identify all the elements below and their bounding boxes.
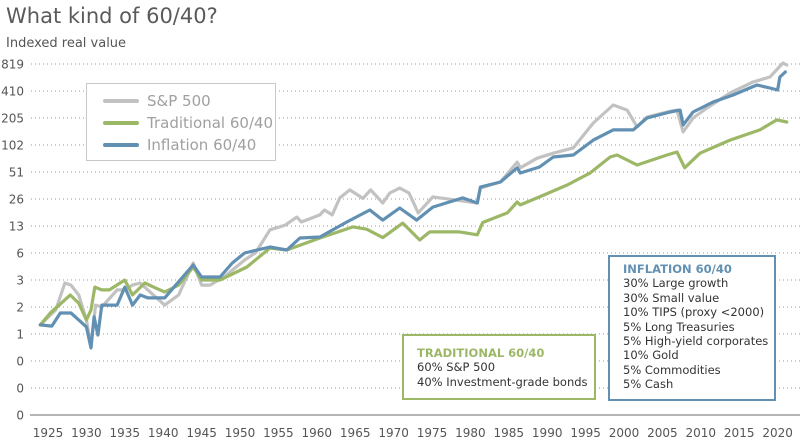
y-tick-label: 0 bbox=[16, 409, 24, 423]
legend-label: Inflation 60/40 bbox=[147, 136, 257, 154]
note-line: 5% Cash bbox=[623, 377, 674, 392]
y-axis-label: Indexed real value bbox=[6, 36, 127, 51]
y-tick-label: 205 bbox=[1, 112, 24, 126]
legend-swatch-sp500 bbox=[103, 99, 139, 103]
x-tick-label: 1955 bbox=[263, 426, 294, 440]
note-line: 10% TIPS (proxy <2000) bbox=[623, 305, 765, 320]
note-line: 30% Large growth bbox=[623, 276, 729, 291]
traditional-allocation-note: TRADITIONAL 60/40 60% S&P 500 40% Invest… bbox=[402, 334, 596, 400]
y-axis-ticks: 0 0 0 1 2 3 6 13 26 51 102 205 410 819 bbox=[1, 58, 24, 423]
x-tick-label: 1945 bbox=[186, 426, 217, 440]
x-tick-label: 2010 bbox=[686, 426, 717, 440]
note-line: 5% Commodities bbox=[623, 362, 721, 377]
legend-item-traditional: Traditional 60/40 bbox=[103, 113, 273, 133]
series-lines bbox=[38, 61, 789, 350]
legend-item-inflation: Inflation 60/40 bbox=[103, 135, 256, 155]
y-tick-label: 0 bbox=[16, 355, 24, 369]
y-tick-label: 51 bbox=[9, 166, 24, 180]
x-tick-label: 1975 bbox=[417, 426, 448, 440]
y-tick-label: 3 bbox=[16, 274, 24, 288]
x-tick-label: 1950 bbox=[225, 426, 256, 440]
y-tick-label: 0 bbox=[16, 382, 24, 396]
x-tick-label: 2020 bbox=[762, 426, 793, 440]
chart-title: What kind of 60/40? bbox=[6, 4, 218, 28]
legend-label: Traditional 60/40 bbox=[147, 114, 274, 132]
legend-label: S&P 500 bbox=[147, 92, 211, 110]
y-tick-label: 2 bbox=[16, 301, 24, 315]
x-tick-label: 2000 bbox=[609, 426, 640, 440]
y-tick-label: 102 bbox=[1, 139, 24, 153]
note-line: 60% S&P 500 bbox=[417, 360, 496, 375]
series-line-inflation bbox=[38, 70, 787, 350]
note-line: 5% Long Treasuries bbox=[623, 319, 735, 334]
x-tick-label: 1990 bbox=[532, 426, 563, 440]
legend-swatch-inflation bbox=[103, 143, 139, 147]
gridlines bbox=[30, 63, 800, 416]
x-tick-label: 1940 bbox=[148, 426, 179, 440]
x-tick-label: 1995 bbox=[570, 426, 601, 440]
y-tick-label: 6 bbox=[16, 247, 24, 261]
note-title: INFLATION 60/40 bbox=[623, 262, 732, 276]
y-tick-label: 26 bbox=[9, 193, 24, 207]
y-tick-label: 13 bbox=[9, 220, 24, 234]
note-line: 30% Small value bbox=[623, 290, 720, 305]
legend-swatch-traditional bbox=[103, 121, 139, 125]
note-line: 10% Gold bbox=[623, 348, 679, 363]
x-tick-label: 1935 bbox=[110, 426, 141, 440]
inflation-allocation-note: INFLATION 60/40 30% Large growth 30% Sma… bbox=[608, 255, 776, 401]
series-line-traditional bbox=[38, 118, 789, 327]
x-tick-label: 1960 bbox=[302, 426, 333, 440]
x-tick-label: 1925 bbox=[33, 426, 64, 440]
note-title: TRADITIONAL 60/40 bbox=[417, 346, 545, 360]
legend: S&P 500 Traditional 60/40 Inflation 60/4… bbox=[86, 83, 276, 161]
x-tick-label: 1970 bbox=[378, 426, 409, 440]
x-tick-label: 1930 bbox=[71, 426, 102, 440]
x-axis-ticks: 1925 1930 1935 1940 1945 1950 1955 1960 1965 1970… bbox=[33, 426, 793, 440]
x-tick-label: 2005 bbox=[647, 426, 678, 440]
legend-item-sp500: S&P 500 bbox=[103, 91, 211, 111]
x-tick-label: 1985 bbox=[494, 426, 525, 440]
x-tick-label: 1965 bbox=[340, 426, 371, 440]
y-tick-label: 1 bbox=[16, 328, 24, 342]
x-tick-label: 1980 bbox=[455, 426, 486, 440]
y-tick-label: 410 bbox=[1, 85, 24, 99]
note-line: 5% High-yield corporates bbox=[623, 334, 769, 349]
note-line: 40% Investment-grade bonds bbox=[417, 374, 588, 389]
x-tick-label: 2015 bbox=[724, 426, 755, 440]
y-tick-label: 819 bbox=[1, 58, 24, 72]
